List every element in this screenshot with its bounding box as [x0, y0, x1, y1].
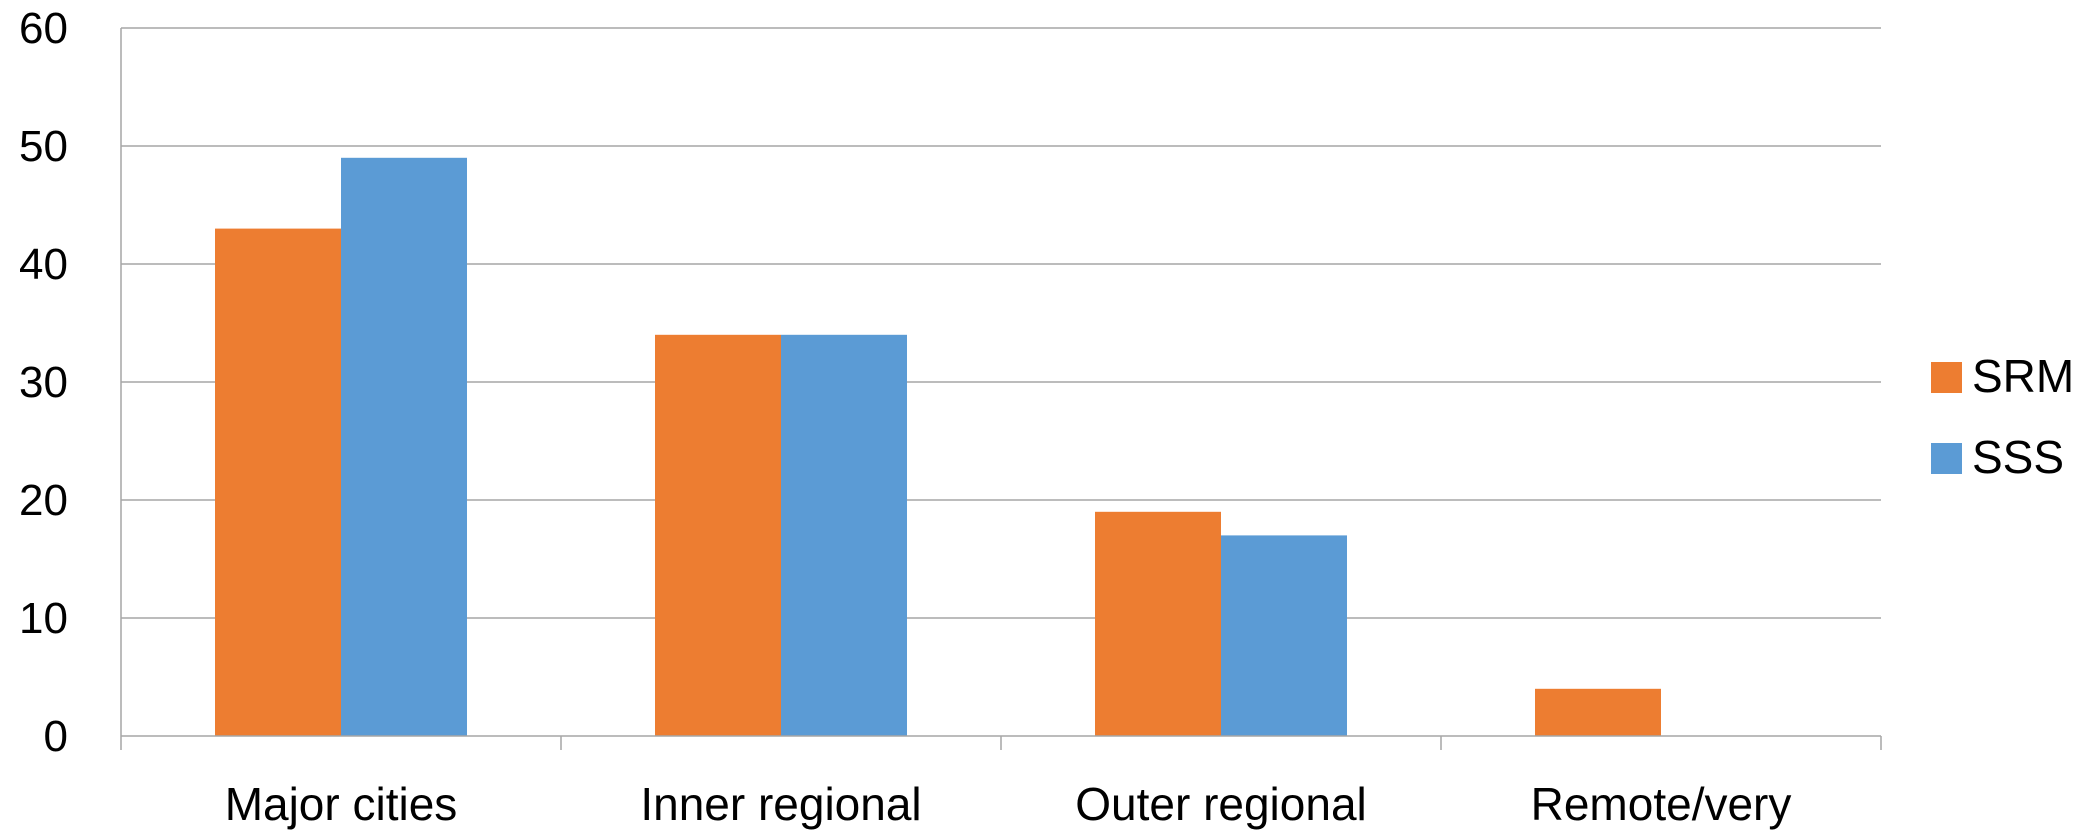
legend-label-sss: SSS [1972, 431, 2064, 483]
legend-label-srm: SRM [1972, 350, 2074, 402]
x-category-labels: Major cities Inner regional Outer regional… [225, 778, 1792, 830]
x-category-label: Remote/very [1531, 778, 1792, 830]
legend-swatch-srm [1931, 362, 1962, 393]
x-category-label: Outer regional [1075, 778, 1367, 830]
bars [215, 157, 1661, 737]
x-category-label: Major cities [225, 778, 458, 830]
y-tick-label: 50 [19, 122, 68, 171]
y-tick-label: 20 [19, 476, 68, 525]
bar-srm-3 [1535, 688, 1661, 736]
bar-srm-2 [1095, 511, 1221, 736]
bar-sss-1 [781, 334, 907, 736]
bar-srm-0 [215, 228, 341, 736]
axes [120, 28, 1882, 750]
y-tick-label: 60 [19, 4, 68, 53]
y-tick-labels: 0 10 20 30 40 50 60 [19, 4, 68, 761]
y-tick-label: 40 [19, 240, 68, 289]
y-tick-label: 10 [19, 594, 68, 643]
bar-srm-1 [655, 334, 781, 736]
x-category-label: Inner regional [640, 778, 921, 830]
legend-swatch-sss [1931, 443, 1962, 474]
y-tick-label: 0 [44, 712, 68, 761]
legend: SRM SSS [1931, 350, 2074, 483]
bar-sss-2 [1221, 535, 1347, 736]
bar-sss-0 [341, 157, 467, 737]
y-tick-label: 30 [19, 358, 68, 407]
